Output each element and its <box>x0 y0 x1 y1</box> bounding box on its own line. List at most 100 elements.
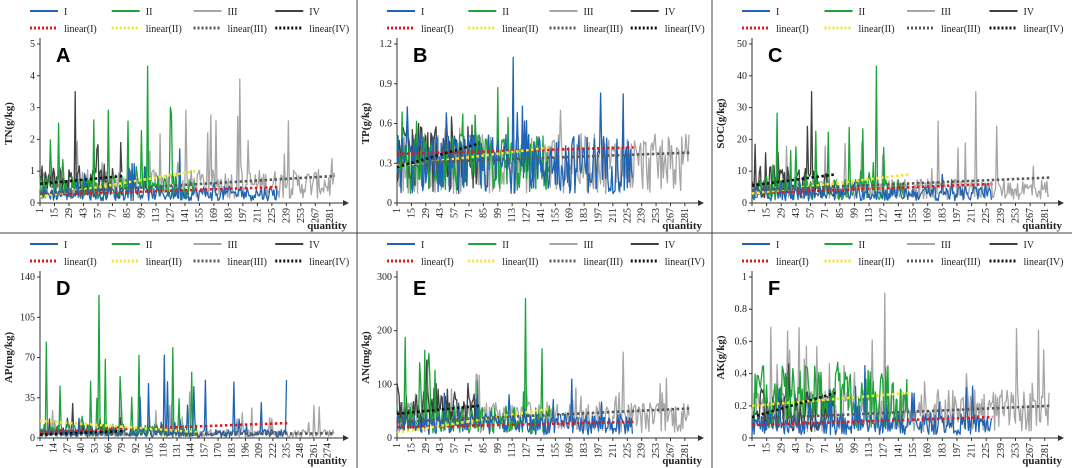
panel-letter: B <box>413 45 427 67</box>
legend-label: II <box>502 7 509 18</box>
x-tick-label: 261 <box>309 443 320 458</box>
x-tick-label: 127 <box>879 208 890 223</box>
y-tick-label: 1.2 <box>380 39 393 50</box>
x-tick-label: 29 <box>64 208 75 218</box>
legend-label: I <box>776 7 779 18</box>
y-tick-label: 0 <box>387 433 392 444</box>
x-tick-label: 169 <box>565 208 576 223</box>
legend-label: II <box>146 7 153 18</box>
x-tick-label: 155 <box>550 208 561 223</box>
x-tick-label: 197 <box>952 443 963 458</box>
legend-label: linear(I) <box>776 257 809 268</box>
x-tick-label: 267 <box>310 208 321 223</box>
panel-letter: C <box>768 45 782 67</box>
legend-label: linear(IV) <box>309 24 349 35</box>
x-tick-label: 209 <box>254 443 265 458</box>
x-tick-label: 170 <box>213 443 224 458</box>
legend-label: I <box>64 7 67 18</box>
x-tick-label: 183 <box>937 443 948 458</box>
legend-label: IV <box>309 7 320 18</box>
legend-label: II <box>146 240 153 251</box>
x-tick-label: 27 <box>62 443 73 453</box>
x-tick-label: 281 <box>680 208 691 223</box>
x-tick-label: 113 <box>507 443 518 458</box>
legend-label: III <box>584 7 594 18</box>
x-tick-label: 85 <box>478 208 489 218</box>
y-tick-label: 0.3 <box>380 158 393 169</box>
y-tick-label: 1 <box>30 166 35 177</box>
trendline-I <box>751 415 993 427</box>
legend-label: linear(I) <box>64 257 97 268</box>
trendline-III <box>39 174 336 195</box>
x-tick-label: 43 <box>791 443 802 453</box>
trendline-IV <box>396 142 480 169</box>
x-tick-label: 66 <box>103 443 114 453</box>
x-tick-label: 127 <box>165 208 176 223</box>
x-tick-label: 281 <box>680 443 691 458</box>
x-tick-label: 15 <box>49 208 60 218</box>
x-tick-label: 43 <box>78 208 89 218</box>
x-tick-label: 113 <box>864 443 875 458</box>
x-tick-label: 92 <box>131 443 142 453</box>
x-tick-label: 99 <box>493 443 504 453</box>
x-tick-label: 15 <box>762 208 773 218</box>
x-tick-label: 225 <box>981 208 992 223</box>
x-tick-label: 1 <box>35 443 46 448</box>
x-tick-label: 225 <box>622 443 633 458</box>
legend-label: linear(IV) <box>665 257 705 268</box>
y-tick-label: 0 <box>742 198 747 209</box>
x-tick-label: 57 <box>93 208 104 218</box>
y-tick-label: 40 <box>737 71 747 82</box>
panel-letter: E <box>413 278 426 300</box>
x-tick-label: 225 <box>267 208 278 223</box>
y-tick-label: 4 <box>30 71 35 82</box>
x-axis-label: quantity <box>662 455 702 467</box>
x-axis-label: quantity <box>1022 220 1062 232</box>
x-tick-label: 197 <box>594 443 605 458</box>
y-tick-label: 0 <box>30 198 35 209</box>
x-tick-label: 118 <box>158 443 169 458</box>
x-tick-label: 267 <box>665 208 676 223</box>
series-line-I <box>396 378 634 436</box>
y-tick-label: 140 <box>20 272 35 283</box>
legend-label: II <box>859 7 866 18</box>
x-tick-label: 225 <box>622 208 633 223</box>
y-tick-label: 70 <box>25 353 35 364</box>
legend-label: linear(III) <box>941 24 980 35</box>
x-tick-label: 222 <box>268 443 279 458</box>
x-tick-label: 1 <box>35 208 46 213</box>
trendline-III <box>396 151 691 165</box>
y-tick-label: 105 <box>20 312 35 323</box>
y-axis-label: AK(g/kg) <box>715 335 727 379</box>
x-tick-label: 211 <box>252 208 263 223</box>
trendline-IV <box>751 173 836 187</box>
legend-label: linear(IV) <box>665 24 705 35</box>
x-tick-label: 43 <box>791 208 802 218</box>
x-tick-label: 79 <box>117 443 128 453</box>
x-axis-arrow <box>343 200 349 206</box>
x-tick-label: 71 <box>820 443 831 453</box>
x-tick-label: 239 <box>996 208 1007 223</box>
x-tick-label: 43 <box>435 443 446 453</box>
y-tick-label: 0 <box>30 433 35 444</box>
trendline-III <box>396 407 691 424</box>
x-tick-label: 281 <box>1040 208 1051 223</box>
trendline-I <box>751 182 993 195</box>
x-tick-label: 211 <box>967 208 978 223</box>
x-axis-arrow <box>1058 435 1064 441</box>
x-tick-label: 53 <box>90 443 101 453</box>
x-tick-label: 169 <box>565 443 576 458</box>
legend-label: linear(III) <box>584 257 623 268</box>
x-tick-label: 15 <box>406 208 417 218</box>
legend-label: linear(IV) <box>309 257 349 268</box>
y-tick-label: 300 <box>377 272 392 283</box>
x-tick-label: 155 <box>908 443 919 458</box>
x-tick-label: 71 <box>464 208 475 218</box>
legend-label: I <box>64 240 67 251</box>
trendline-I <box>396 420 634 429</box>
legend-label: IV <box>1024 7 1035 18</box>
x-tick-label: 127 <box>522 208 533 223</box>
x-tick-label: 71 <box>464 443 475 453</box>
y-tick-label: 0.2 <box>735 401 748 412</box>
